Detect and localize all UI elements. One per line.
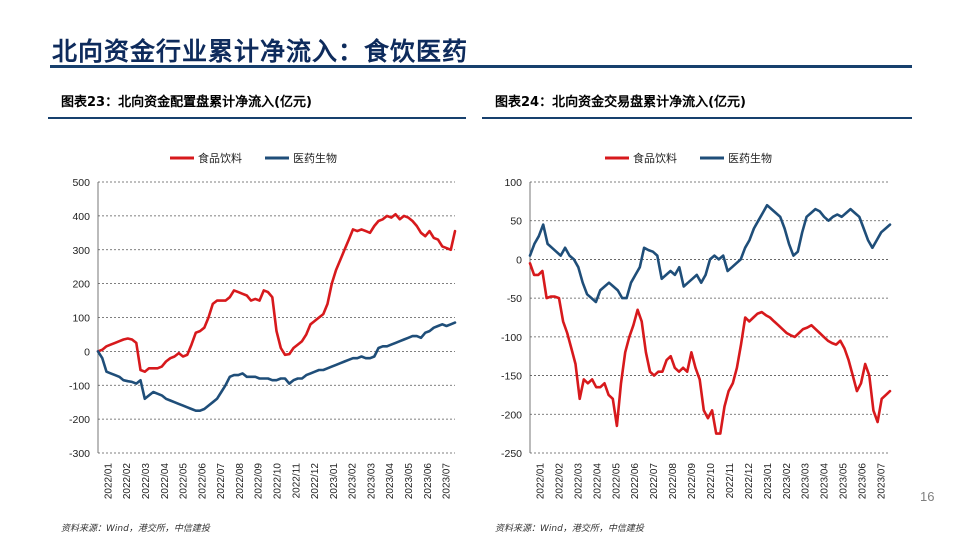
legend-label: 食品饮料: [198, 151, 242, 165]
y-tick-label: 100: [504, 177, 522, 189]
x-tick-label: 2022/11: [291, 463, 302, 499]
x-tick-label: 2022/12: [310, 463, 321, 500]
x-tick-label: 2022/09: [687, 463, 698, 500]
y-tick-label: -250: [501, 448, 522, 460]
y-tick-label: -200: [501, 409, 522, 421]
x-tick-label: 2022/04: [592, 463, 603, 500]
x-tick-label: 2022/04: [160, 463, 171, 500]
source-note-right: 资料来源：Wind，港交所，中信建投: [495, 524, 644, 534]
y-tick-label: 50: [510, 216, 522, 228]
y-tick-label: 0: [516, 254, 522, 266]
series-line-pharma: [528, 203, 892, 304]
y-tick-label: 300: [72, 245, 90, 257]
x-tick-label: 2023/04: [385, 463, 396, 500]
chart-title-right: 图表24：北向资金交易盘累计净流入(亿元): [495, 95, 746, 110]
y-tick-label: -50: [507, 293, 522, 305]
page-number: 16: [920, 489, 935, 504]
x-tick-label: 2023/03: [366, 463, 377, 500]
y-tick-label: 100: [72, 313, 90, 325]
chart-left: 食品饮料 医药生物 -300 -200 -100 0 100 200 300 400 500 2022…: [69, 151, 457, 500]
slide-title: 北向资金行业累计净流入：食饮医药: [52, 37, 469, 66]
y-tick-label: -150: [501, 371, 522, 383]
x-tick-label: 2022/05: [611, 463, 622, 500]
x-tick-label: 2022/01: [535, 463, 546, 500]
x-tick-label: 2023/01: [329, 463, 340, 500]
chart-right: 食品饮料 医药生物 -250 -200 -150 -100 -50 0 50 100 2022/01…: [501, 151, 892, 500]
x-tick-label: 2022/12: [744, 463, 755, 500]
x-tick-label: 2022/05: [179, 463, 190, 500]
source-note-left: 资料来源：Wind，港交所，中信建投: [61, 524, 210, 534]
x-tick-label: 2022/03: [141, 463, 152, 500]
y-tick-label: -100: [69, 380, 90, 392]
legend-label: 食品饮料: [633, 151, 677, 165]
legend-label: 医药生物: [728, 151, 772, 165]
y-tick-label: -300: [69, 448, 90, 460]
x-tick-label: 2022/09: [254, 463, 265, 500]
x-tick-label: 2022/06: [630, 463, 641, 500]
x-tick-label: 2022/03: [573, 463, 584, 500]
x-tick-label: 2023/07: [442, 463, 453, 500]
x-tick-label: 2022/10: [273, 463, 284, 500]
y-tick-label: 400: [72, 211, 90, 223]
x-tick-label: 2023/01: [763, 463, 774, 500]
x-tick-label: 2022/11: [725, 463, 736, 499]
title-rule: [50, 65, 912, 68]
y-tick-label: 200: [72, 279, 90, 291]
chart-title-left: 图表23：北向资金配置盘累计净流入(亿元): [61, 95, 312, 110]
x-tick-label: 2023/06: [858, 463, 869, 500]
y-tick-label: 500: [72, 177, 90, 189]
x-tick-label: 2022/02: [554, 463, 565, 500]
x-tick-label: 2023/06: [423, 463, 434, 500]
chart-rule-right: [482, 117, 912, 119]
series-line-food: [528, 262, 892, 435]
x-tick-label: 2022/08: [235, 463, 246, 500]
x-tick-label: 2023/05: [839, 463, 850, 500]
x-tick-label: 2023/03: [801, 463, 812, 500]
y-tick-label: -200: [69, 414, 90, 426]
x-tick-label: 2023/04: [820, 463, 831, 500]
chart-rule-left: [48, 117, 466, 119]
x-tick-label: 2022/06: [197, 463, 208, 500]
x-tick-label: 2023/07: [877, 463, 888, 500]
series-line-food: [96, 212, 457, 373]
x-tick-label: 2023/02: [782, 463, 793, 500]
x-tick-label: 2022/10: [706, 463, 717, 500]
x-tick-label: 2023/02: [348, 463, 359, 500]
y-tick-label: 0: [84, 346, 90, 358]
x-tick-label: 2022/07: [649, 463, 660, 500]
x-tick-label: 2022/02: [122, 463, 133, 500]
x-tick-label: 2022/08: [668, 463, 679, 500]
y-tick-label: -100: [501, 332, 522, 344]
x-tick-label: 2022/01: [103, 463, 114, 500]
legend-label: 医药生物: [293, 151, 337, 165]
x-tick-label: 2022/07: [216, 463, 227, 500]
x-tick-label: 2023/05: [404, 463, 415, 500]
series-line-pharma: [96, 321, 457, 413]
